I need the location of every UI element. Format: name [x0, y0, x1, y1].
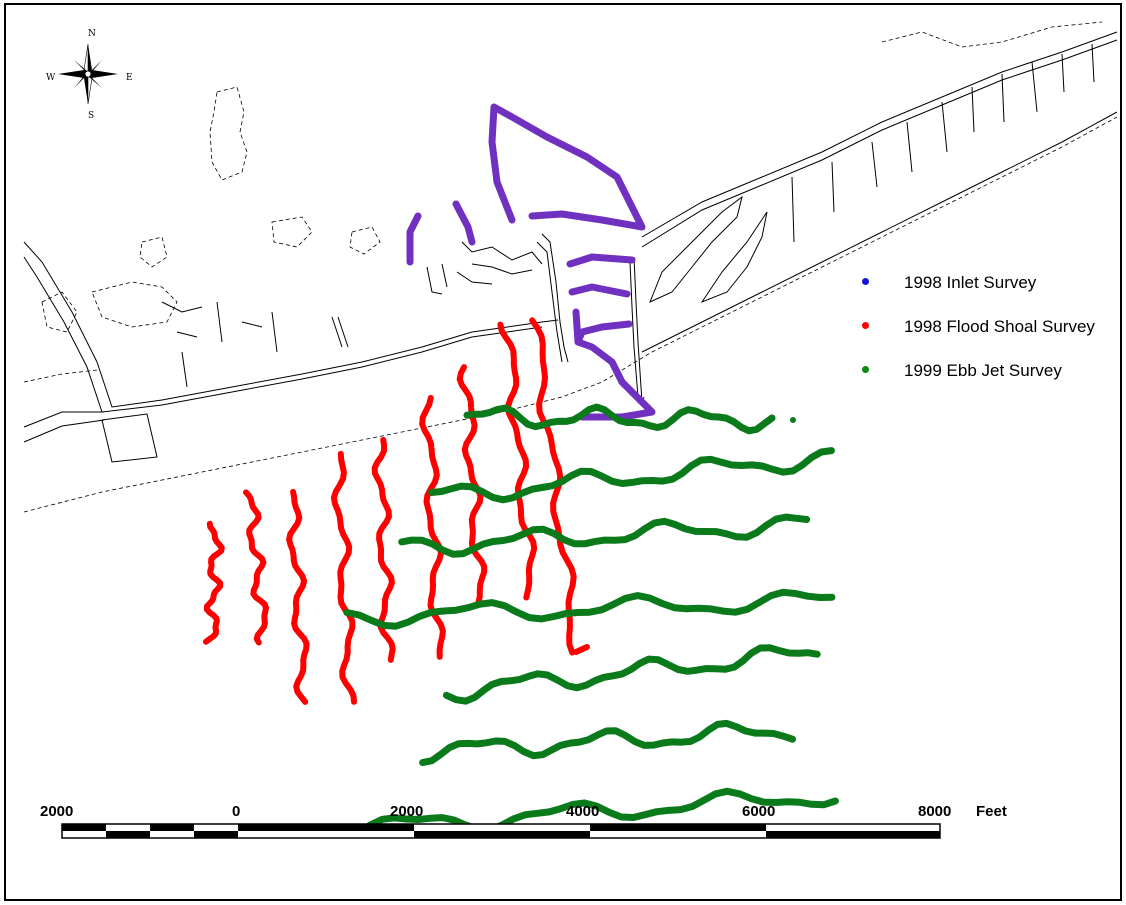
- marsh-west-2: [41, 291, 78, 333]
- inlet-track: [572, 308, 633, 346]
- compass-rose-icon: [58, 43, 118, 105]
- scale-label-2000-west: 2000: [40, 803, 74, 820]
- jetty-west-2: [536, 241, 563, 363]
- scale-segment: [414, 831, 590, 838]
- compass-west-label: W: [46, 73, 56, 83]
- flood-track: [330, 450, 357, 705]
- scale-segment: [62, 824, 106, 831]
- island-small: [139, 236, 168, 268]
- ebb-track: [419, 719, 796, 767]
- flood-track: [497, 321, 538, 601]
- streets-east: [791, 43, 1095, 243]
- legend-label-flood: 1998 Flood Shoal Survey: [904, 317, 1095, 336]
- shoreline-east-ocean: [641, 111, 1118, 353]
- shore-edge-west: [23, 411, 104, 428]
- scale-label-6000: 6000: [742, 803, 776, 820]
- legend-label-ebb: 1999 Ebb Jet Survey: [904, 361, 1062, 380]
- legend-dot-ebb: [862, 366, 869, 373]
- ebb-track: [343, 588, 836, 630]
- flood-shoal-survey-tracks: [203, 317, 590, 705]
- east-coast-north: [881, 21, 1103, 48]
- marsh-west: [91, 281, 178, 328]
- scale-segment: [194, 831, 238, 838]
- scale-label-0: 0: [232, 803, 241, 820]
- scale-unit-label: Feet: [976, 803, 1007, 820]
- west-shore-dash: [23, 369, 98, 383]
- flood-track: [286, 488, 310, 705]
- shoreline-east-road-2: [641, 39, 1118, 248]
- marsh-mid-2: [349, 226, 381, 255]
- scale-label-8000: 8000: [918, 803, 952, 820]
- ebb-track: [463, 403, 776, 435]
- offshore-contour: [23, 116, 1118, 513]
- inlet-survey-tracks: [406, 103, 656, 421]
- jetty-east-2: [629, 261, 639, 398]
- jetty-east: [633, 256, 645, 403]
- west-roads: [161, 301, 278, 388]
- inlet-track: [574, 338, 656, 421]
- shoreline-north-west: [23, 241, 559, 408]
- shoreline-road-west: [23, 256, 543, 413]
- building-block: [101, 413, 158, 463]
- legend-dot-inlet: [862, 278, 869, 285]
- inlet-track: [488, 103, 646, 231]
- inlet-track: [568, 283, 631, 298]
- scale-segment: [238, 824, 414, 831]
- dashed-features: [23, 21, 1118, 513]
- map-frame: N S E W 1998 Inlet Survey 1998 Flood Sho…: [4, 3, 1122, 901]
- legend-dot-flood: [862, 322, 869, 329]
- lagoon-shape-2: [700, 211, 768, 304]
- island-north: [209, 86, 248, 181]
- scale-label-2000: 2000: [390, 803, 424, 820]
- flood-track: [243, 489, 269, 646]
- ebb-track: [355, 787, 839, 837]
- scale-segment: [590, 824, 766, 831]
- scale-segment: [766, 831, 940, 838]
- scale-label-4000: 4000: [566, 803, 600, 820]
- inlet-track: [566, 253, 636, 268]
- compass-south-label: S: [88, 111, 95, 121]
- scale-bar: [61, 823, 941, 839]
- legend-label-inlet: 1998 Inlet Survey: [904, 273, 1037, 292]
- inlet-track: [406, 212, 422, 266]
- inlet-track: [452, 200, 476, 246]
- harbor-structures: [426, 241, 543, 295]
- scale-segment: [150, 824, 194, 831]
- compass-north-label: N: [88, 29, 96, 39]
- flood-track: [203, 520, 225, 645]
- ebb-jet-survey-tracks: [343, 403, 839, 837]
- jetty-west: [541, 233, 569, 363]
- compass-east-label: E: [126, 73, 133, 83]
- ebb-track: [442, 644, 821, 705]
- flood-track-tail: [573, 644, 590, 655]
- pier: [331, 316, 349, 348]
- lagoon-shape: [649, 195, 743, 303]
- ebb-track: [428, 447, 835, 504]
- scale-segment: [106, 831, 150, 838]
- marsh-mid: [271, 216, 313, 248]
- ebb-track: [398, 513, 811, 558]
- map-canvas: [23, 21, 1118, 839]
- shore-edge-west-2: [23, 419, 105, 443]
- ebb-track-point: [790, 417, 796, 423]
- coastline-layer: [23, 31, 1118, 463]
- shoreline-east-road: [641, 31, 1118, 238]
